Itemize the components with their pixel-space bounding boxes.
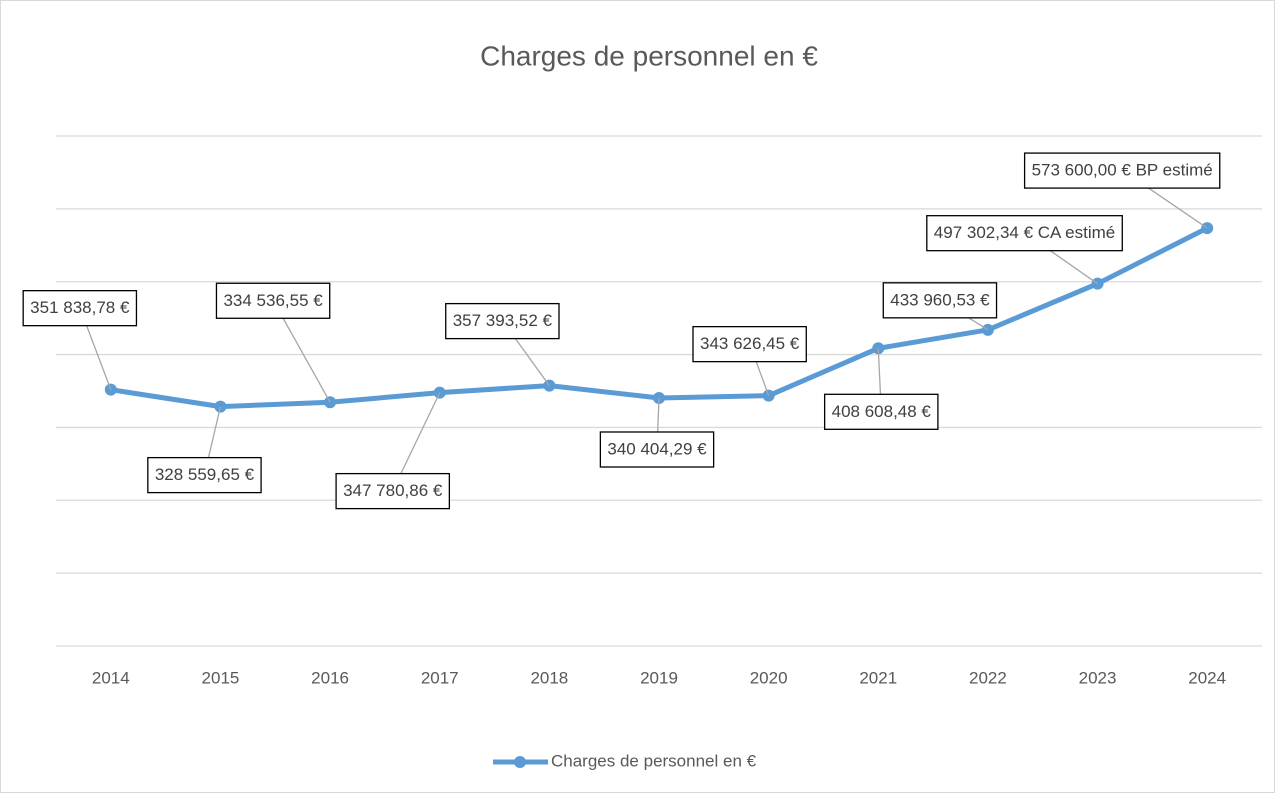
- data-label-box: [926, 215, 1123, 252]
- data-label: 433 960,53 €: [890, 290, 990, 309]
- chart-title: Charges de personnel en €: [480, 40, 818, 71]
- data-label-box: [22, 290, 138, 327]
- data-label-box: [692, 325, 807, 363]
- x-tick-label: 2021: [859, 668, 897, 687]
- x-tick-label: 2017: [421, 668, 459, 687]
- data-label: 343 626,45 €: [700, 334, 800, 353]
- data-label-box: [445, 302, 560, 340]
- x-tick-label: 2024: [1188, 668, 1226, 687]
- data-label-box: [599, 431, 715, 468]
- data-label-box: [882, 282, 998, 319]
- data-label: 347 780,86 €: [343, 481, 443, 500]
- data-label-box: [823, 393, 939, 430]
- data-label: 408 608,48 €: [832, 402, 932, 421]
- x-tick-label: 2020: [750, 668, 788, 687]
- data-label-box: [215, 282, 331, 319]
- data-label: 497 302,34 € CA estimé: [934, 223, 1115, 242]
- x-tick-label: 2014: [92, 668, 130, 687]
- data-label: 357 393,52 €: [453, 311, 553, 330]
- legend-marker: [514, 756, 526, 768]
- x-tick-label: 2018: [530, 668, 568, 687]
- data-label: 328 559,65 €: [155, 465, 255, 484]
- data-label-box: [1023, 152, 1221, 189]
- x-tick-label: 2022: [969, 668, 1007, 687]
- x-tick-label: 2023: [1079, 668, 1117, 687]
- data-label: 340 404,29 €: [607, 439, 707, 458]
- x-tick-label: 2016: [311, 668, 349, 687]
- data-label: 573 600,00 € BP estimé: [1032, 161, 1213, 180]
- data-label-box: [147, 456, 262, 494]
- data-label-box: [335, 472, 451, 510]
- legend-label: Charges de personnel en €: [551, 751, 757, 770]
- data-label: 334 536,55 €: [223, 291, 323, 310]
- x-tick-label: 2015: [202, 668, 240, 687]
- x-tick-label: 2019: [640, 668, 678, 687]
- data-label: 351 838,78 €: [30, 298, 130, 317]
